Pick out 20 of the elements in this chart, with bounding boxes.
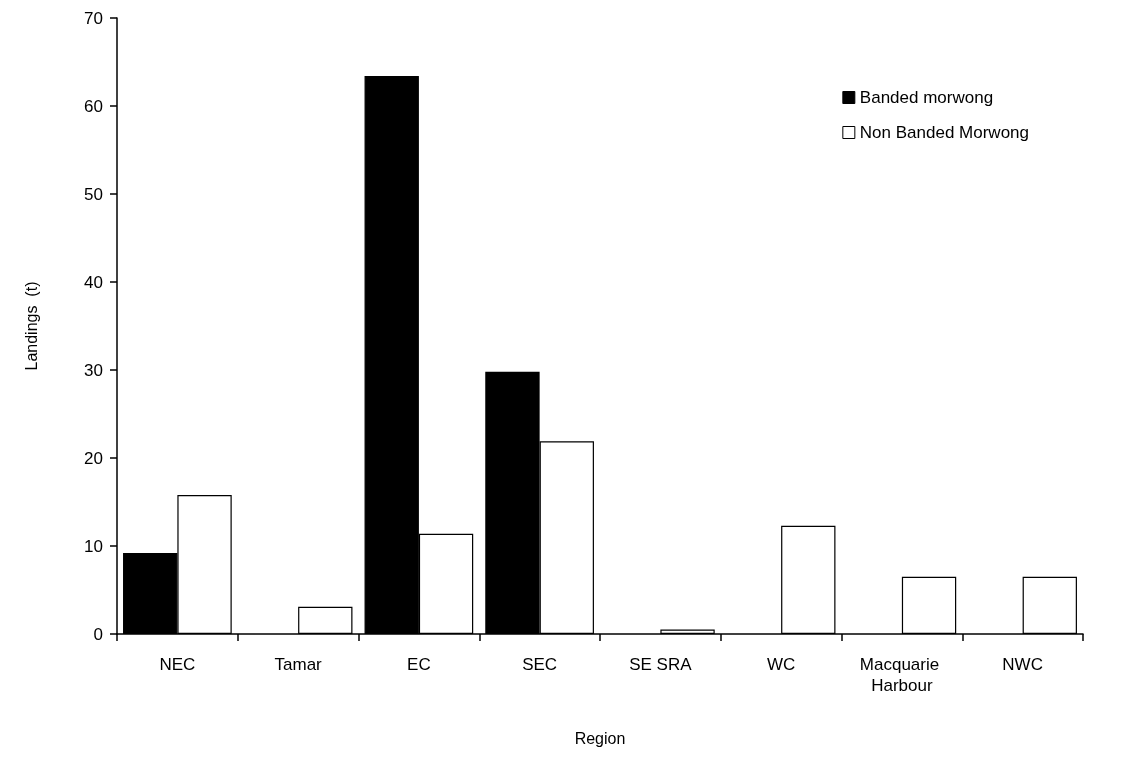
y-tick-label: 30: [84, 360, 103, 380]
y-tick-label: 0: [93, 624, 103, 644]
x-tick-label: SEC: [522, 655, 558, 674]
x-tick-label: SE SRA: [629, 655, 693, 674]
x-axis-title: Region: [574, 729, 626, 747]
legend-label: Non Banded Morwong: [859, 123, 1030, 142]
x-tick-label: NEC: [159, 655, 196, 674]
x-tick-label: EC: [407, 655, 431, 674]
y-axis-title: Landings (t): [22, 281, 40, 371]
legend-label: Banded morwong: [859, 88, 994, 107]
x-tick-label: WC: [766, 655, 796, 674]
y-tick-label: 40: [84, 272, 103, 292]
y-tick-label: 50: [84, 184, 103, 204]
y-tick-label: 20: [84, 448, 103, 468]
x-tick-label: Tamar: [274, 655, 323, 674]
y-tick-label: 70: [84, 8, 103, 28]
x-tick-label: Macquarie Harbour: [859, 655, 944, 695]
y-tick-label: 10: [84, 536, 103, 556]
x-tick-label: NWC: [1002, 655, 1043, 674]
y-tick-label: 60: [84, 96, 103, 116]
